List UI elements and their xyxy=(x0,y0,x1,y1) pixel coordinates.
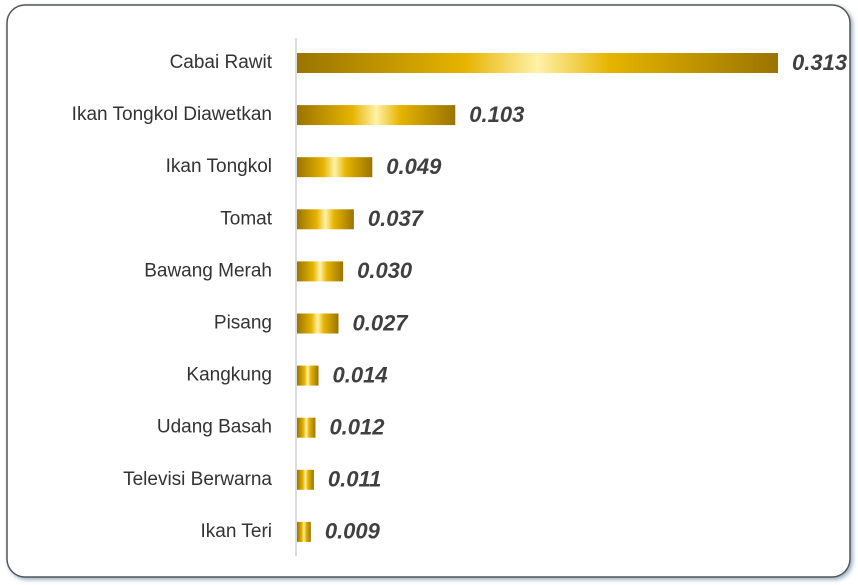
category-label: Ikan Tongkol Diawetkan xyxy=(72,104,272,125)
category-label: Pisang xyxy=(214,313,272,334)
bar xyxy=(297,105,456,126)
category-label: Televisi Berwarna xyxy=(123,469,272,490)
category-label: Ikan Tongkol xyxy=(166,156,272,177)
value-label: 0.027 xyxy=(352,310,409,335)
bar xyxy=(297,313,339,334)
value-label: 0.049 xyxy=(386,154,442,179)
frame xyxy=(6,4,851,578)
category-label: Ikan Teri xyxy=(201,521,272,542)
category-label: Kangkung xyxy=(186,365,272,386)
bar xyxy=(297,157,373,178)
category-label: Bawang Merah xyxy=(144,260,272,281)
value-label: 0.103 xyxy=(469,102,524,127)
value-label: 0.011 xyxy=(328,467,381,492)
bar xyxy=(297,209,354,230)
bar xyxy=(297,521,311,542)
value-label: 0.009 xyxy=(325,519,381,544)
bar xyxy=(297,261,344,282)
value-label: 0.030 xyxy=(357,258,413,283)
value-label: 0.037 xyxy=(368,206,425,231)
category-label: Tomat xyxy=(220,208,272,229)
category-label: Udang Basah xyxy=(157,417,272,438)
value-label: 0.012 xyxy=(329,415,385,440)
bar xyxy=(297,417,316,438)
bar xyxy=(297,53,778,73)
category-label: Cabai Rawit xyxy=(170,52,273,73)
bar xyxy=(297,365,319,386)
value-label: 0.313 xyxy=(792,50,847,75)
value-label: 0.014 xyxy=(333,362,388,387)
bar xyxy=(297,469,314,490)
